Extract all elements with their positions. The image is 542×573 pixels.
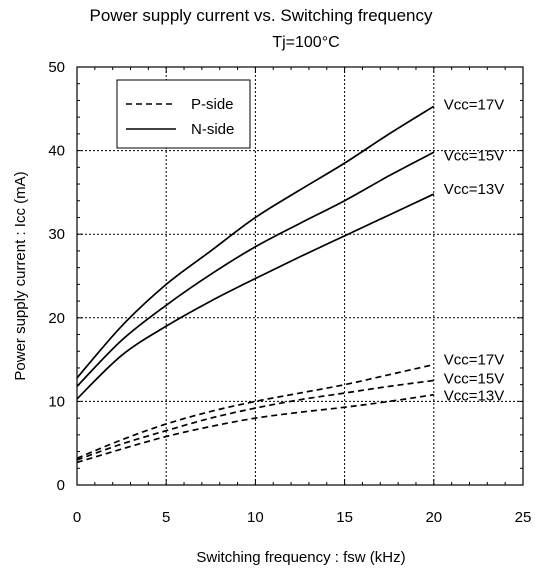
- x-tick-label: 25: [515, 509, 532, 526]
- tick-marks: [76, 66, 524, 486]
- curve-annotation: Vcc=15V: [444, 147, 504, 164]
- series-layer: [76, 105, 435, 464]
- curve-annotation: Vcc=17V: [444, 96, 504, 113]
- y-tick-label: 10: [48, 393, 65, 410]
- legend-label-n-side: N-side: [191, 121, 234, 138]
- grid: [77, 67, 523, 485]
- x-tick-label: 0: [73, 509, 81, 526]
- series-line: [76, 393, 434, 464]
- curve-annotation: Vcc=17V: [444, 352, 504, 369]
- y-tick-label: 40: [48, 143, 65, 160]
- y-axis-label: Power supply current : Icc (mA): [12, 171, 29, 380]
- series-line: [76, 379, 434, 461]
- series-line: [76, 151, 435, 387]
- x-tick-label: 10: [247, 509, 264, 526]
- curve-annotation: Vcc=15V: [444, 371, 504, 388]
- x-tick-label: 20: [425, 509, 442, 526]
- y-tick-label: 30: [48, 226, 65, 243]
- x-tick-label: 5: [162, 509, 170, 526]
- chart-subtitle: Tj=100°C: [272, 34, 339, 51]
- y-tick-label: 0: [57, 477, 65, 494]
- series-line: [76, 193, 435, 400]
- chart-title: Power supply current vs. Switching frequ…: [90, 6, 433, 25]
- curve-annotations: Vcc=17VVcc=15VVcc=13VVcc=17VVcc=15VVcc=1…: [444, 96, 504, 404]
- plot-frame: [76, 66, 524, 486]
- series-line: [76, 105, 435, 379]
- y-tick-labels: 0 10 20 30 40 50: [48, 59, 65, 494]
- x-tick-label: 15: [336, 509, 353, 526]
- y-tick-label: 20: [48, 310, 65, 327]
- legend-box: [116, 79, 251, 149]
- legend-label-p-side: P-side: [191, 96, 234, 113]
- curve-annotation: Vcc=13V: [444, 181, 504, 198]
- series-line: [76, 363, 434, 460]
- curve-annotation: Vcc=13V: [444, 388, 504, 405]
- y-tick-label: 50: [48, 59, 65, 76]
- x-axis-label: Switching frequency : fsw (kHz): [196, 549, 405, 566]
- x-tick-labels: 0 5 10 15 20 25: [73, 509, 532, 526]
- legend: P-side N-side: [116, 79, 251, 149]
